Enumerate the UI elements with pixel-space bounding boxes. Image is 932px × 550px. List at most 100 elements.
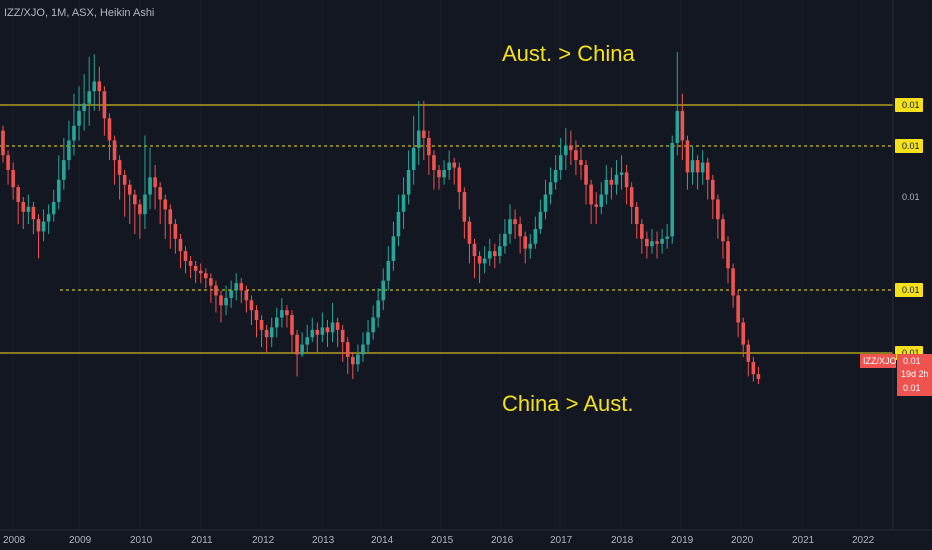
- candle-body: [614, 174, 619, 185]
- candle-body: [173, 224, 178, 239]
- candle-body: [117, 160, 122, 175]
- candle-body: [310, 329, 315, 338]
- candle-body: [143, 194, 147, 215]
- candle-body: [224, 297, 228, 306]
- candle-body: [82, 103, 86, 111]
- candle-body: [528, 243, 533, 249]
- price-axis-labels: 0.01 0.01 0.01 0.01 0.01: [895, 98, 923, 360]
- candle-body: [731, 268, 735, 296]
- candle-body: [462, 192, 467, 222]
- candle-body: [1, 130, 5, 156]
- x-tick-2014: 2014: [371, 535, 394, 546]
- candle-body: [751, 361, 756, 375]
- candle-body: [640, 224, 644, 239]
- price-label-4: 0.01: [902, 348, 920, 358]
- candle-body: [574, 150, 578, 161]
- candle-body: [467, 221, 472, 244]
- candle-body: [274, 317, 279, 328]
- candle-body: [209, 278, 213, 286]
- candle-body: [584, 165, 588, 185]
- candle-body: [447, 162, 451, 170]
- candle-body: [401, 194, 406, 212]
- candle-body: [432, 155, 436, 170]
- price-tag-3: [895, 283, 923, 297]
- candle-body: [482, 258, 487, 264]
- x-tick-2016: 2016: [491, 535, 514, 546]
- x-tick-2008: 2008: [3, 535, 26, 546]
- candle-body: [51, 201, 56, 215]
- candles: [1, 51, 761, 384]
- x-tick-2019: 2019: [671, 535, 694, 546]
- candle-body: [655, 241, 659, 244]
- candle-body: [396, 211, 401, 237]
- candle-body: [335, 322, 340, 330]
- x-tick-2012: 2012: [252, 535, 275, 546]
- candle-body: [26, 206, 31, 212]
- horizontal-levels: [0, 104, 893, 354]
- candle-body: [214, 285, 218, 296]
- candle-body: [472, 243, 477, 257]
- candle-body: [11, 169, 15, 188]
- candle-body: [700, 162, 705, 173]
- candle-body: [386, 260, 391, 281]
- last-price-value: 0.01: [903, 356, 921, 366]
- price-label-2: 0.01: [902, 192, 920, 202]
- candle-body: [259, 320, 264, 330]
- candle-body: [269, 327, 274, 338]
- candle-body: [41, 221, 46, 232]
- candle-body: [219, 295, 223, 306]
- candle-body: [361, 344, 365, 355]
- candle-body: [356, 354, 360, 365]
- candle-body: [726, 241, 730, 269]
- candle-body: [427, 137, 431, 156]
- candle-body: [153, 177, 157, 188]
- candle-body: [533, 229, 538, 244]
- candle-body: [295, 334, 299, 355]
- candle-body: [21, 201, 26, 212]
- candle-body: [756, 374, 761, 380]
- candle-body: [371, 317, 375, 333]
- candle-body: [619, 172, 624, 175]
- candle-body: [548, 182, 553, 195]
- candle-body: [518, 224, 522, 237]
- price-tag-0: [895, 98, 923, 112]
- candle-body: [675, 110, 680, 143]
- candle-body: [452, 162, 457, 168]
- candle-body: [198, 270, 203, 274]
- candle-body: [503, 233, 507, 247]
- candle-body: [660, 238, 664, 244]
- candle-body: [543, 194, 548, 212]
- candle-body: [178, 238, 183, 252]
- candle-body: [746, 344, 751, 362]
- candle-body: [711, 179, 715, 200]
- chart-title: IZZ/XJO, 1M, ASX, Heikin Ashi: [4, 7, 154, 19]
- candle-body: [87, 91, 91, 104]
- candle-body: [290, 315, 294, 335]
- candle-body: [650, 241, 654, 247]
- candle-body: [690, 160, 695, 173]
- candle-body: [305, 337, 309, 345]
- candle-body: [122, 174, 127, 185]
- candle-body: [31, 206, 36, 220]
- candle-body: [133, 194, 137, 205]
- candle-body: [416, 130, 421, 148]
- candle-body: [168, 209, 173, 225]
- candle-body: [67, 140, 71, 161]
- candle-body: [670, 142, 675, 237]
- x-tick-2011: 2011: [191, 535, 213, 546]
- candle-body: [204, 273, 208, 279]
- candle-body: [579, 160, 583, 166]
- candle-body: [680, 110, 685, 141]
- candle-body: [523, 236, 528, 249]
- x-tick-2017: 2017: [550, 535, 573, 546]
- candle-body: [645, 238, 649, 247]
- candle-body: [320, 327, 325, 335]
- candle-body: [229, 290, 233, 298]
- candle-body: [330, 322, 335, 333]
- candle-body: [188, 260, 193, 266]
- candle-body: [77, 110, 81, 126]
- candle-body: [442, 169, 446, 178]
- candle-body: [127, 184, 132, 195]
- candle-body: [138, 204, 142, 215]
